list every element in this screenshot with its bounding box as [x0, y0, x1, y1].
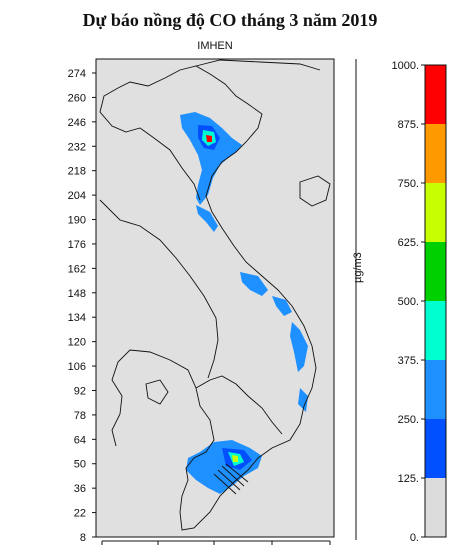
- co-blob-central-2: [272, 296, 292, 316]
- y-tick-label: 92: [74, 385, 86, 397]
- cambodia-border: [195, 375, 283, 435]
- colorbar-level-label: 625.: [398, 237, 419, 249]
- colorbar-segment: [425, 301, 446, 360]
- colorbar-level-label: 750.: [398, 178, 419, 190]
- co-hotspot-south: [232, 455, 238, 462]
- tonle-sap: [145, 379, 169, 405]
- y-tick-label: 274: [68, 68, 86, 80]
- colorbar-level-label: 1000.: [391, 60, 419, 72]
- map-subtitle: IMHEN: [197, 40, 233, 52]
- colorbar-level-label: 500.: [398, 296, 419, 308]
- colorbar-level-label: 375.: [398, 355, 419, 367]
- mekong-mouths: [213, 463, 249, 495]
- colorbar-segment: [425, 419, 446, 478]
- colorbar-level-label: 0.: [410, 532, 419, 544]
- y-axis: 274 260 246 232 218 204 190 176 162 148 134 120 106 9…: [68, 68, 96, 544]
- y-tick-label: 232: [68, 141, 86, 153]
- y-tick-label: 218: [68, 166, 86, 178]
- colorbar-segment: [425, 124, 446, 183]
- vietnam-coastline: [111, 65, 317, 531]
- y-tick-label: 162: [68, 263, 86, 275]
- co-blob-central: [240, 272, 268, 296]
- co-hotspot-north: [206, 135, 212, 142]
- y-tick-label: 22: [74, 508, 86, 520]
- y-tick-label: 260: [68, 92, 86, 104]
- y-tick-label: 120: [68, 337, 86, 349]
- colorbar-segment: [425, 242, 446, 301]
- co-blob-central-3: [290, 322, 308, 372]
- co-blob-north: [180, 112, 242, 205]
- y-tick-label: 50: [74, 459, 86, 471]
- colorbar-segment: [425, 360, 446, 419]
- y-tick-label: 190: [68, 215, 86, 227]
- y-tick-label: 148: [68, 288, 86, 300]
- colorbar-segment: [425, 65, 446, 124]
- y-tick-label: 176: [68, 239, 86, 251]
- y-tick-label: 78: [74, 410, 86, 422]
- y-tick-label: 246: [68, 117, 86, 129]
- colorbar-level-label: 250.: [398, 414, 419, 426]
- country-outlines: [99, 59, 331, 531]
- concentration-overlay: [180, 112, 308, 494]
- map-title: Dự báo nồng độ CO tháng 3 năm 2019: [82, 10, 378, 30]
- colorbar-level-label: 125.: [398, 473, 419, 485]
- y-tick-label: 106: [68, 361, 86, 373]
- colorbar-level-label: 875.: [398, 119, 419, 131]
- x-axis: [101, 540, 331, 545]
- y-tick-label: 204: [68, 190, 86, 202]
- colorbar: 0. 125. 250. 375. 500. 625. 750. 875. 1000.: [391, 60, 447, 544]
- y-tick-label: 64: [74, 434, 86, 446]
- colorbar-segment: [425, 478, 446, 537]
- hainan-outline: [299, 175, 331, 207]
- co-blob-north-central: [196, 205, 218, 232]
- y-tick-label: 134: [68, 312, 86, 324]
- laos-border: [99, 87, 201, 201]
- y-tick-label: 8: [80, 532, 86, 544]
- china-border: [195, 59, 321, 71]
- co-blob-south-central: [298, 388, 308, 412]
- colorbar-segment: [425, 183, 446, 242]
- thailand-border: [99, 199, 219, 379]
- y-tick-label: 36: [74, 483, 86, 495]
